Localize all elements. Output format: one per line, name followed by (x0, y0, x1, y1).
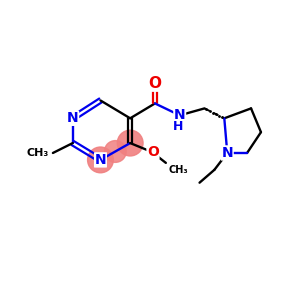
Text: O: O (148, 76, 161, 91)
Text: N: N (174, 108, 185, 122)
Circle shape (104, 141, 126, 162)
Circle shape (117, 130, 143, 156)
Text: N: N (95, 153, 106, 167)
Text: CH₃: CH₃ (27, 148, 49, 158)
Text: N: N (221, 146, 233, 160)
Circle shape (88, 147, 113, 173)
Text: N: N (67, 111, 79, 125)
Text: CH₃: CH₃ (169, 165, 188, 175)
Text: O: O (147, 145, 159, 159)
Text: H: H (172, 120, 183, 133)
